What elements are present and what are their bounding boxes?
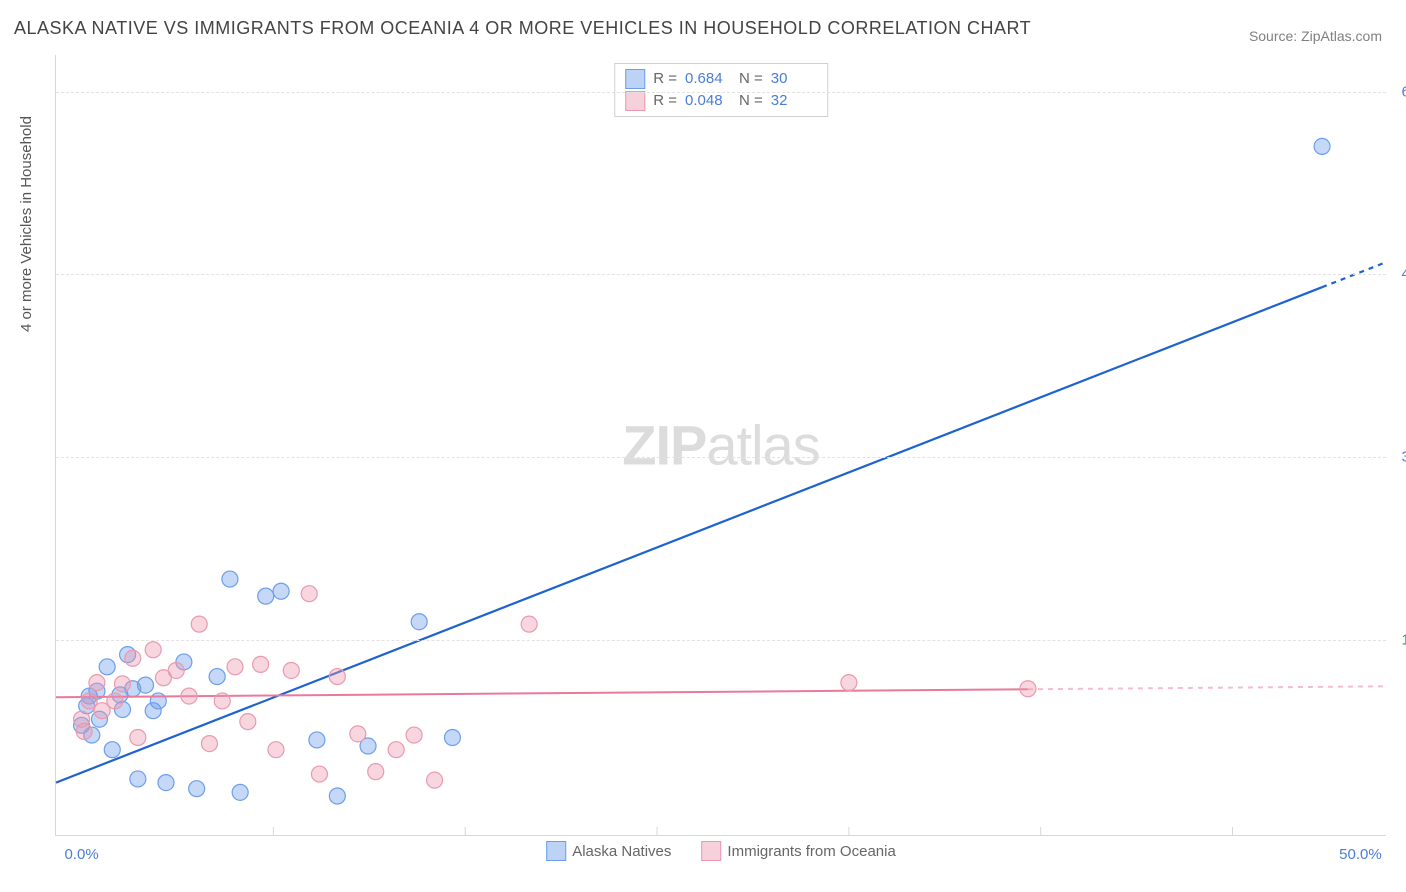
n-label: N =	[739, 68, 763, 90]
legend-series: Alaska Natives Immigrants from Oceania	[546, 841, 896, 861]
legend-label-pink: Immigrants from Oceania	[727, 843, 895, 860]
gridline-horizontal	[56, 92, 1386, 93]
legend-item-pink: Immigrants from Oceania	[701, 841, 895, 861]
swatch-blue-icon	[625, 69, 645, 89]
x-tick-label: 50.0%	[1339, 846, 1382, 863]
source-attribution: Source: ZipAtlas.com	[1249, 28, 1382, 44]
legend-label-blue: Alaska Natives	[572, 843, 671, 860]
gridline-horizontal	[56, 457, 1386, 458]
y-tick-label: 45.0%	[1394, 266, 1406, 283]
swatch-pink-icon	[625, 91, 645, 111]
y-axis-label: 4 or more Vehicles in Household	[18, 116, 35, 332]
n-label: N =	[739, 90, 763, 112]
swatch-blue-icon	[546, 841, 566, 861]
plot-area: ZIPatlas R = 0.684 N = 30 R = 0.048 N = …	[55, 55, 1386, 836]
r-label: R =	[653, 90, 677, 112]
legend-correlation: R = 0.684 N = 30 R = 0.048 N = 32	[614, 63, 828, 117]
x-tick-label: 0.0%	[64, 846, 98, 863]
y-tick-label: 15.0%	[1394, 632, 1406, 649]
r-value-blue: 0.684	[685, 68, 731, 90]
r-value-pink: 0.048	[685, 90, 731, 112]
swatch-pink-icon	[701, 841, 721, 861]
n-value-pink: 32	[771, 90, 817, 112]
legend-row-pink: R = 0.048 N = 32	[625, 90, 817, 112]
n-value-blue: 30	[771, 68, 817, 90]
r-label: R =	[653, 68, 677, 90]
legend-row-blue: R = 0.684 N = 30	[625, 68, 817, 90]
gridline-horizontal	[56, 274, 1386, 275]
chart-title: ALASKA NATIVE VS IMMIGRANTS FROM OCEANIA…	[14, 18, 1031, 39]
legend-item-blue: Alaska Natives	[546, 841, 671, 861]
y-tick-label: 30.0%	[1394, 449, 1406, 466]
y-tick-label: 60.0%	[1394, 83, 1406, 100]
chart-svg	[56, 55, 1386, 835]
gridline-horizontal	[56, 640, 1386, 641]
